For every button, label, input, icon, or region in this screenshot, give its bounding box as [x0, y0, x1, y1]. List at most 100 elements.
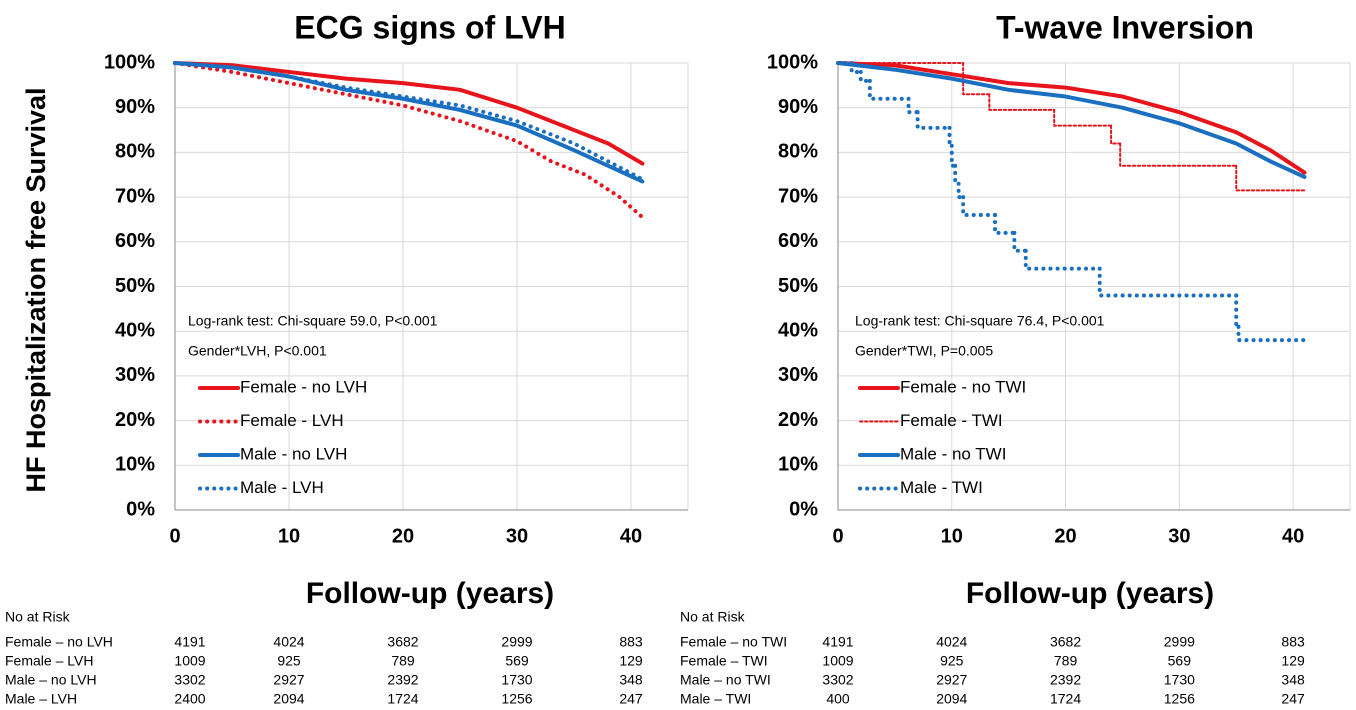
survival-curve	[173, 61, 645, 184]
y-tick-label: 40%	[115, 319, 155, 341]
y-tick-label: 80%	[778, 141, 818, 163]
risk-count: 3302	[822, 672, 853, 688]
risk-count: 1256	[501, 691, 532, 707]
survival-curve	[173, 61, 645, 166]
x-tick-label: 20	[392, 525, 414, 547]
y-tick-label: 50%	[115, 275, 155, 297]
y-tick-label: 100%	[767, 51, 818, 73]
risk-row-label: Female – no LVH	[5, 634, 113, 650]
y-tick-label: 100%	[104, 51, 155, 73]
risk-count: 4191	[174, 634, 205, 650]
survival-step	[953, 163, 961, 186]
survival-curve	[173, 61, 645, 220]
risk-count: 1730	[1164, 672, 1195, 688]
survival-step	[1234, 293, 1241, 329]
risk-row-label: Male – LVH	[5, 691, 77, 707]
x-tick-label: 30	[1168, 525, 1190, 547]
survival-step	[1097, 266, 1239, 298]
risk-count: 2927	[936, 672, 967, 688]
x-tick-label: 30	[506, 525, 528, 547]
y-tick-label: 30%	[778, 364, 818, 386]
y-tick-label: 90%	[115, 96, 155, 118]
y-tick-label: 70%	[778, 185, 818, 207]
legend-label: Female - no LVH	[240, 377, 367, 396]
y-tick-label: 10%	[115, 454, 155, 476]
y-axis-label: HF Hospitalization free Survival	[21, 87, 51, 492]
risk-count: 925	[277, 653, 301, 669]
risk-count: 569	[1168, 653, 1192, 669]
survival-step	[915, 110, 952, 130]
x-tick-label: 0	[169, 525, 180, 547]
risk-row-label: Female – LVH	[5, 653, 93, 669]
risk-count: 569	[505, 653, 529, 669]
risk-count: 348	[1281, 672, 1305, 688]
risk-count: 2927	[273, 672, 304, 688]
y-tick-label: 20%	[778, 409, 818, 431]
survival-step	[1023, 248, 1102, 271]
y-tick-label: 40%	[778, 319, 818, 341]
y-tick-label: 10%	[778, 454, 818, 476]
y-tick-label: 50%	[778, 275, 818, 297]
x-tick-label: 10	[941, 525, 963, 547]
survival-step	[858, 69, 872, 83]
risk-count: 1009	[822, 653, 853, 669]
survival-step	[956, 181, 966, 200]
legend-label: Female - TWI	[900, 411, 1003, 430]
risk-count: 4024	[273, 634, 304, 650]
risk-count: 129	[1281, 653, 1305, 669]
survival-step	[1235, 164, 1306, 192]
risk-count: 129	[619, 653, 643, 669]
risk-count: 247	[1281, 691, 1305, 707]
y-tick-label: 80%	[115, 141, 155, 163]
y-tick-label: 20%	[115, 409, 155, 431]
survival-step	[949, 143, 958, 168]
risk-count: 2392	[1050, 672, 1081, 688]
risk-count: 1724	[1050, 691, 1081, 707]
survival-step	[1236, 324, 1307, 343]
risk-count: 4191	[822, 634, 853, 650]
risk-count: 2400	[174, 691, 205, 707]
risk-count: 3682	[387, 634, 418, 650]
survival-step	[1012, 230, 1028, 253]
risk-count: 789	[391, 653, 415, 669]
survival-step	[1053, 108, 1113, 127]
risk-count: 2392	[387, 672, 418, 688]
survival-step	[906, 96, 920, 115]
chart-title: ECG signs of LVH	[294, 9, 565, 45]
x-tick-label: 40	[620, 525, 642, 547]
legend-label: Male - LVH	[240, 478, 324, 497]
survival-curve	[836, 61, 1307, 175]
y-tick-label: 30%	[115, 364, 155, 386]
risk-count: 3682	[1050, 634, 1081, 650]
risk-table-title: No at Risk	[5, 609, 71, 625]
risk-count: 1724	[387, 691, 418, 707]
risk-count: 883	[1281, 634, 1305, 650]
risk-count: 2094	[936, 691, 967, 707]
risk-count: 2999	[501, 634, 532, 650]
risk-row-label: Male – no LVH	[5, 672, 97, 688]
legend-label: Female - no TWI	[900, 377, 1026, 396]
x-tick-label: 0	[832, 525, 843, 547]
risk-count: 925	[940, 653, 964, 669]
survival-step	[988, 93, 1056, 111]
annotation: Gender*TWI, P=0.005	[855, 343, 993, 359]
y-tick-label: 0%	[126, 498, 155, 520]
risk-count: 348	[619, 672, 643, 688]
risk-table-title: No at Risk	[680, 609, 746, 625]
survival-step	[961, 195, 998, 217]
risk-count: 1730	[501, 672, 532, 688]
x-axis-label: Follow-up (years)	[966, 577, 1214, 610]
risk-row-label: Female – TWI	[680, 653, 768, 669]
y-tick-label: 90%	[778, 96, 818, 118]
risk-count: 1256	[1164, 691, 1195, 707]
risk-count: 1009	[174, 653, 205, 669]
risk-row-label: Male – no TWI	[680, 672, 771, 688]
risk-count: 400	[826, 691, 850, 707]
risk-row-label: Female – no TWI	[680, 634, 787, 650]
risk-count: 2094	[273, 691, 304, 707]
x-tick-label: 20	[1054, 525, 1076, 547]
legend-label: Male - no LVH	[240, 444, 347, 463]
y-tick-label: 0%	[789, 498, 818, 520]
risk-count: 883	[619, 634, 643, 650]
